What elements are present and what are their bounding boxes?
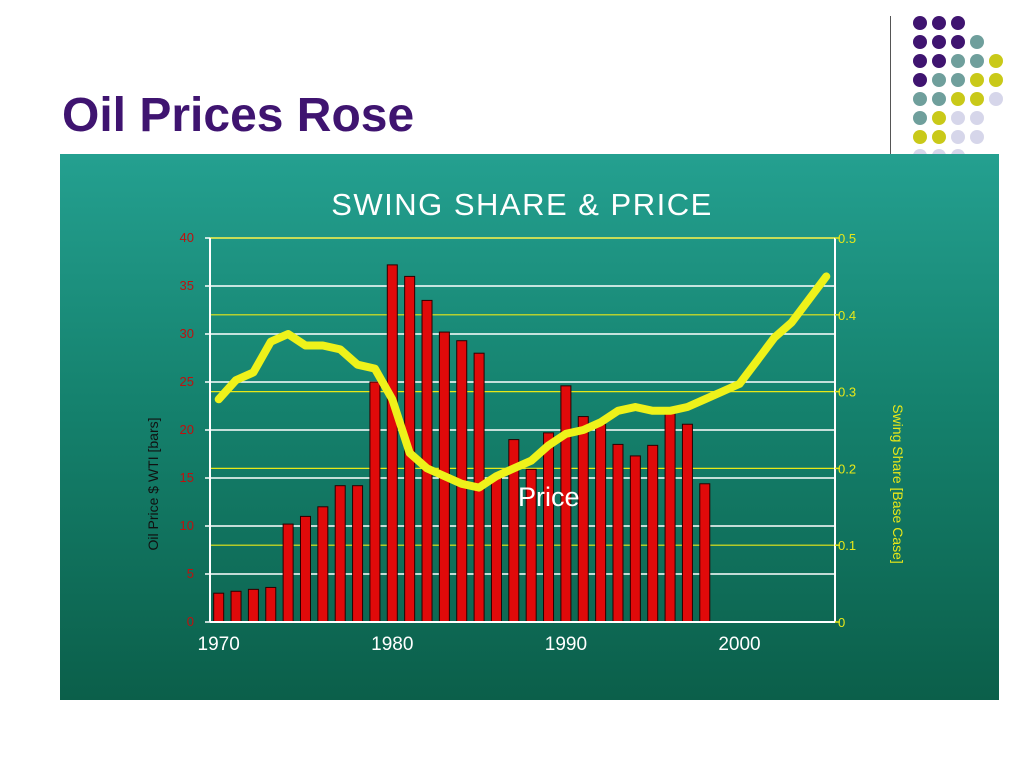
decorative-dot (913, 92, 927, 106)
y-tick-label-left: 25 (180, 374, 194, 389)
y-tick-label-left: 10 (180, 518, 194, 533)
price-annotation: Price (518, 482, 580, 512)
y-tick-label-right: 0.3 (838, 385, 856, 400)
decorative-dot (913, 35, 927, 49)
decorative-dot (970, 111, 984, 125)
y-tick-label-left: 20 (180, 422, 194, 437)
y-tick-label-left: 30 (180, 326, 194, 341)
left-tick-labels: 0 5 10 15 20 25 30 35 40 (180, 230, 194, 629)
decorative-dot (951, 54, 965, 68)
bar-1992 (595, 423, 607, 623)
decorative-dot (913, 73, 927, 87)
chart-panel: SWING SHARE & PRICE 0 5 10 15 20 25 30 35 40 0 0.… (60, 154, 999, 700)
decorative-dot (951, 35, 965, 49)
decorative-dot (951, 73, 965, 87)
decorative-dot (932, 35, 946, 49)
bar-1979 (369, 381, 381, 623)
decorative-dot (951, 92, 965, 106)
decorative-dot (932, 92, 946, 106)
slide-title: Oil Prices Rose (62, 89, 415, 142)
y-tick-label-right: 0.5 (838, 231, 856, 246)
decorative-dot (932, 130, 946, 144)
gridlines (210, 237, 835, 575)
decorative-dot (951, 130, 965, 144)
x-tick-label: 1970 (198, 634, 240, 655)
swing-share-line (214, 272, 831, 492)
title-divider (890, 16, 891, 154)
bar-1978 (352, 485, 364, 623)
x-tick-labels: 1970 1980 1990 2000 (198, 634, 761, 655)
bar-1971 (230, 590, 242, 623)
chart: SWING SHARE & PRICE 0 5 10 15 20 25 30 35 40 0 0.… (145, 187, 906, 655)
decorative-dot (970, 92, 984, 106)
bar-1972 (247, 588, 259, 623)
bar-1997 (681, 423, 693, 623)
decorative-dot (989, 73, 1003, 87)
y-axis-label-right: Swing Share [Base Case] (890, 404, 906, 564)
axes (205, 237, 840, 623)
bar-1977 (334, 485, 346, 623)
bar-1998 (699, 483, 711, 623)
decorative-dot (951, 16, 965, 30)
decorative-dot (970, 54, 984, 68)
bar-1970 (213, 592, 225, 623)
y-tick-label-right: 0.4 (838, 308, 856, 323)
y-tick-label-left: 0 (187, 614, 194, 629)
decorative-dot (932, 73, 946, 87)
bar-1975 (299, 515, 311, 623)
y-axis-label-left: Oil Price $ WTI [bars] (145, 417, 161, 550)
y-tick-label-left: 5 (187, 566, 194, 581)
decorative-dot (970, 35, 984, 49)
y-tick-label-left: 35 (180, 278, 194, 293)
chart-title: SWING SHARE & PRICE (331, 187, 713, 222)
y-tick-label-right: 0.1 (838, 538, 856, 553)
bar-1976 (317, 506, 329, 623)
bar-1996 (664, 409, 676, 623)
bar-1974 (282, 523, 294, 623)
x-tick-label: 1980 (371, 634, 413, 655)
y-tick-label-right: 0 (838, 615, 845, 630)
x-tick-label: 1990 (545, 634, 587, 655)
bars (213, 264, 711, 623)
bar-1995 (647, 444, 659, 623)
y-tick-label-left: 40 (180, 230, 194, 245)
bar-1973 (265, 586, 277, 623)
decorative-dot (913, 111, 927, 125)
swing-share-series-line (214, 272, 831, 492)
decorative-dot (932, 16, 946, 30)
decorative-dot (970, 73, 984, 87)
bar-1989 (543, 432, 555, 623)
decorative-dot (951, 111, 965, 125)
x-tick-label: 2000 (718, 634, 760, 655)
decorative-dot (913, 16, 927, 30)
decorative-dot (989, 92, 1003, 106)
bar-1986 (490, 477, 502, 623)
decorative-dot (913, 54, 927, 68)
decorative-dot (932, 54, 946, 68)
decorative-dot (970, 130, 984, 144)
bar-1993 (612, 443, 624, 623)
y-tick-label-left: 15 (180, 470, 194, 485)
right-tick-labels: 0 0.1 0.2 0.3 0.4 0.5 (838, 231, 856, 630)
bar-1991 (577, 416, 589, 623)
decorative-dot (913, 130, 927, 144)
decorative-dot (932, 111, 946, 125)
bar-1994 (629, 455, 641, 623)
bar-1980 (386, 264, 398, 623)
y-tick-label-right: 0.2 (838, 461, 856, 476)
decorative-dot (989, 54, 1003, 68)
